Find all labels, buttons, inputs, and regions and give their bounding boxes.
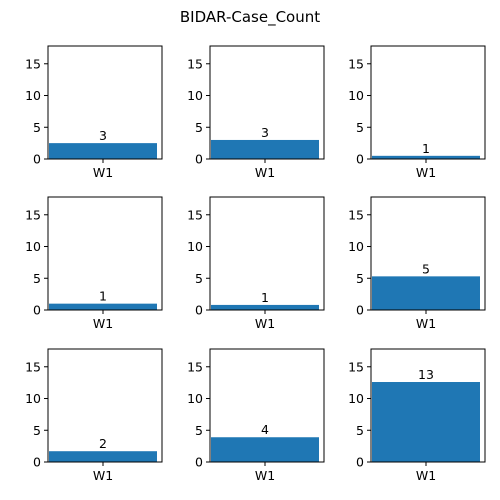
y-tick-label: 10 xyxy=(187,88,203,103)
chart-title: BIDAR-Case_Count xyxy=(180,8,320,27)
bar-w1-panel-3 xyxy=(372,155,480,159)
y-tick-label: 5 xyxy=(356,423,364,438)
y-tick-label: 0 xyxy=(356,455,364,470)
bar-value-label: 1 xyxy=(99,289,107,304)
y-tick-label: 0 xyxy=(195,455,203,470)
axes-frame xyxy=(47,348,163,463)
x-tick-label: W1 xyxy=(93,165,113,180)
y-tick-label: 10 xyxy=(348,239,364,254)
y-tick-label: 5 xyxy=(33,120,41,135)
x-tick-label: W1 xyxy=(93,316,113,331)
y-tick-label: 5 xyxy=(195,423,203,438)
y-tick-label: 0 xyxy=(195,152,203,167)
bar-value-label: 1 xyxy=(261,290,269,305)
bar-value-label: 2 xyxy=(99,436,107,451)
x-tick-label: W1 xyxy=(255,316,275,331)
y-tick-label: 15 xyxy=(25,359,41,374)
bar-value-label: 3 xyxy=(99,128,107,143)
bar-w1-panel-7 xyxy=(49,451,157,462)
x-tick-label: W1 xyxy=(416,316,436,331)
y-tick-label: 5 xyxy=(356,271,364,286)
y-tick-label: 10 xyxy=(25,88,41,103)
y-tick-label: 0 xyxy=(356,303,364,318)
y-tick-label: 0 xyxy=(33,303,41,318)
bar-value-label: 5 xyxy=(422,261,430,276)
bar-w1-panel-5 xyxy=(211,304,319,310)
y-tick-label: 0 xyxy=(356,152,364,167)
bar-value-label: 4 xyxy=(261,422,269,437)
bar-value-label: 1 xyxy=(422,141,430,156)
bar-w1-panel-4 xyxy=(49,303,157,310)
x-tick-label: W1 xyxy=(255,468,275,483)
y-tick-label: 0 xyxy=(33,455,41,470)
bar-value-label: 3 xyxy=(261,125,269,140)
y-tick-label: 15 xyxy=(25,207,41,222)
y-tick-label: 15 xyxy=(25,56,41,71)
bar-w1-panel-6 xyxy=(372,276,480,310)
axes-frame xyxy=(47,196,163,311)
axes-frame xyxy=(370,196,486,311)
axes-frame xyxy=(47,45,163,160)
y-tick-label: 5 xyxy=(33,271,41,286)
y-tick-label: 0 xyxy=(33,152,41,167)
y-tick-label: 15 xyxy=(187,56,203,71)
y-tick-label: 0 xyxy=(195,303,203,318)
bar-w1-panel-9 xyxy=(372,382,480,462)
y-tick-label: 5 xyxy=(195,120,203,135)
axes-frame xyxy=(209,348,325,463)
x-tick-label: W1 xyxy=(416,468,436,483)
y-tick-label: 15 xyxy=(187,207,203,222)
subplot-panel-8: 4 0 5 10 15 W1 xyxy=(187,348,325,483)
axes-frame xyxy=(370,45,486,160)
subplot-panel-1: 3 0 5 10 15 W1 xyxy=(25,45,163,180)
y-tick-label: 5 xyxy=(356,120,364,135)
bar-w1-panel-1 xyxy=(49,143,157,159)
subplot-panel-9: 13 0 5 10 15 W1 xyxy=(348,348,486,483)
axes-frame xyxy=(209,45,325,160)
y-tick-label: 10 xyxy=(25,391,41,406)
subplot-grid: 3051015W13051015W11051015W11051015W11051… xyxy=(25,45,486,483)
subplot-panel-7: 2 0 5 10 15 W1 xyxy=(25,348,163,483)
axes-frame xyxy=(209,196,325,311)
x-tick-label: W1 xyxy=(255,165,275,180)
y-tick-label: 10 xyxy=(25,239,41,254)
x-tick-label: W1 xyxy=(416,165,436,180)
y-tick-label: 15 xyxy=(348,359,364,374)
y-tick-label: 5 xyxy=(33,423,41,438)
axes-frame xyxy=(370,348,486,463)
y-tick-label: 15 xyxy=(348,56,364,71)
y-tick-label: 15 xyxy=(187,359,203,374)
y-tick-label: 5 xyxy=(195,271,203,286)
y-tick-label: 10 xyxy=(187,239,203,254)
y-tick-label: 10 xyxy=(348,391,364,406)
subplot-panel-6: 5 0 5 10 15 W1 xyxy=(348,196,486,331)
bar-value-label: 13 xyxy=(418,367,434,382)
y-tick-label: 10 xyxy=(348,88,364,103)
x-tick-label: W1 xyxy=(93,468,113,483)
y-tick-label: 10 xyxy=(187,391,203,406)
bar-w1-panel-2 xyxy=(211,139,319,159)
y-tick-label: 15 xyxy=(348,207,364,222)
bar-w1-panel-8 xyxy=(211,437,319,462)
subplot-panel-2: 3 0 5 10 15 W1 xyxy=(187,45,325,180)
